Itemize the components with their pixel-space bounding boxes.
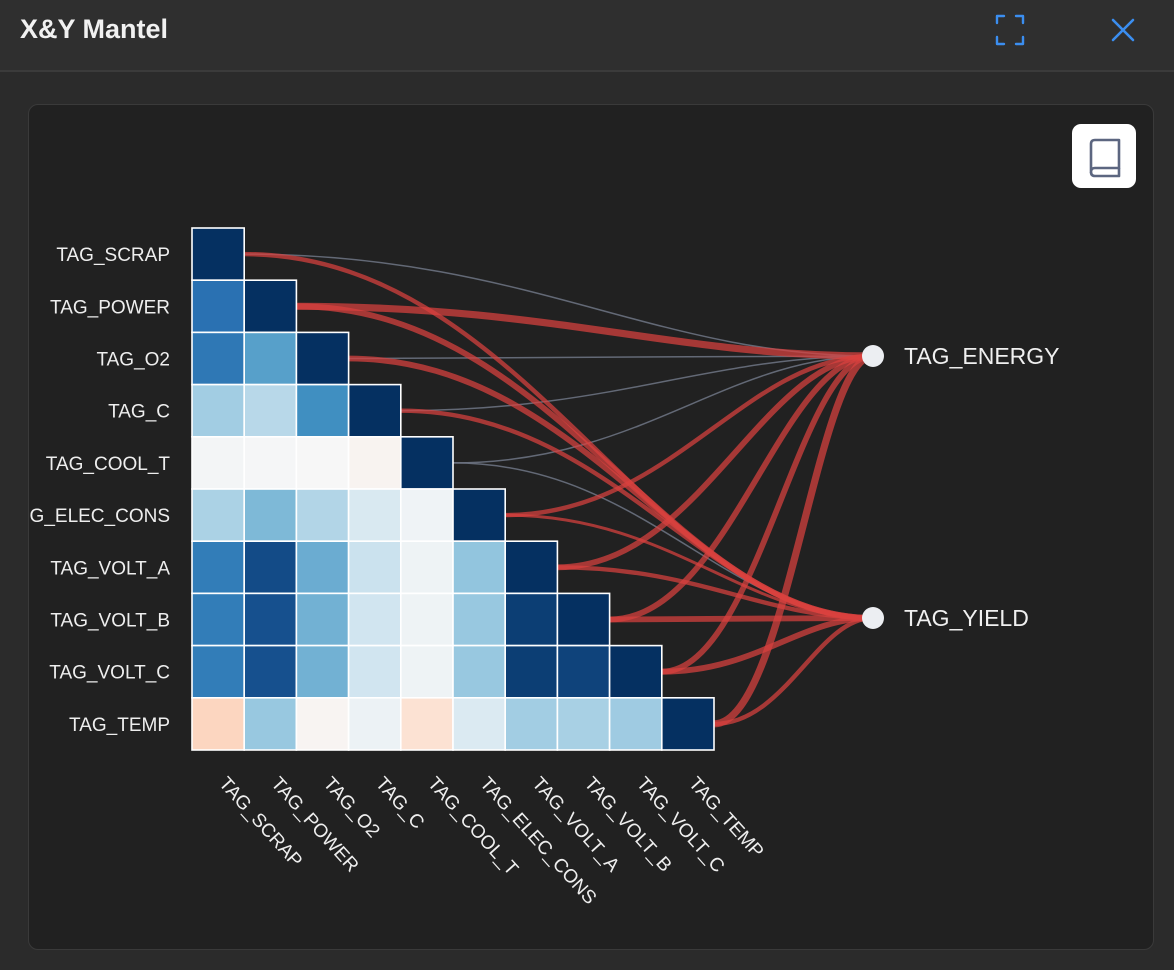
heatmap-cell-6-4[interactable] (399, 540, 454, 595)
heatmap-cell-9-6[interactable] (504, 696, 559, 751)
heatmap-cell-8-8[interactable] (608, 644, 663, 699)
row-label-5: G_ELEC_CONS (30, 506, 170, 527)
heatmap-cell-8-2[interactable] (295, 644, 350, 699)
expand-icon (995, 14, 1025, 46)
heatmap-cell-3-1[interactable] (243, 383, 298, 438)
heatmap-cell-8-1[interactable] (243, 644, 298, 699)
target-node-tag_energy[interactable] (862, 345, 884, 367)
heatmap-cell-6-1[interactable] (243, 540, 298, 595)
heatmap-cell-4-4[interactable] (399, 435, 454, 490)
mantel-link-tag_temp-tag_energy[interactable] (710, 352, 877, 728)
row-label-6: TAG_VOLT_A (50, 558, 170, 579)
heatmap-cell-7-3[interactable] (347, 592, 402, 647)
heatmap-cell-2-2[interactable] (295, 331, 350, 386)
heatmap-cell-4-2[interactable] (295, 435, 350, 490)
heatmap-cell-5-5[interactable] (452, 488, 507, 543)
target-label-tag_yield: TAG_YIELD (904, 605, 1029, 631)
heatmap-cell-7-0[interactable] (191, 592, 246, 647)
book-icon (1089, 138, 1121, 178)
heatmap-cell-4-3[interactable] (347, 435, 402, 490)
mantel-link-tag_elec_cons-tag_energy[interactable] (503, 353, 876, 518)
mantel-link-tag_c-tag_yield[interactable] (398, 408, 876, 621)
heatmap-cell-7-2[interactable] (295, 592, 350, 647)
heatmap-cell-3-2[interactable] (295, 383, 350, 438)
heatmap-cell-8-0[interactable] (191, 644, 246, 699)
heatmap-cell-6-3[interactable] (347, 540, 402, 595)
heatmap-cell-3-3[interactable] (347, 383, 402, 438)
heatmap-cell-4-0[interactable] (191, 435, 246, 490)
heatmap-cell-8-7[interactable] (556, 644, 611, 699)
close-icon (1111, 18, 1135, 42)
mantel-link-tag_volt_b-tag_energy[interactable] (606, 353, 876, 623)
heatmap-cell-1-1[interactable] (243, 279, 298, 334)
heatmap-cell-9-3[interactable] (347, 696, 402, 751)
heatmap-cell-8-6[interactable] (504, 644, 559, 699)
heatmap-cell-9-5[interactable] (452, 696, 507, 751)
heatmap-cell-9-4[interactable] (399, 696, 454, 751)
heatmap-cell-5-4[interactable] (399, 488, 454, 543)
heatmap-cell-7-4[interactable] (399, 592, 454, 647)
heatmap-cell-9-9[interactable] (660, 696, 715, 751)
heatmap-cell-5-0[interactable] (191, 488, 246, 543)
mantel-link-tag_temp-tag_yield[interactable] (711, 615, 876, 727)
heatmap-cell-6-2[interactable] (295, 540, 350, 595)
mantel-link-tag_volt_a-tag_energy[interactable] (554, 353, 876, 571)
heatmap-cell-9-2[interactable] (295, 696, 350, 751)
heatmap-cell-9-7[interactable] (556, 696, 611, 751)
heatmap-cell-4-1[interactable] (243, 435, 298, 490)
row-label-1: TAG_POWER (50, 297, 170, 318)
target-node-tag_yield[interactable] (862, 607, 884, 629)
mantel-link-tag_power-tag_energy[interactable] (292, 302, 877, 360)
heatmap-cell-8-5[interactable] (452, 644, 507, 699)
row-label-7: TAG_VOLT_B (50, 611, 170, 632)
window-title: X&Y Mantel (20, 14, 169, 44)
mantel-link-tag_volt_c-tag_yield[interactable] (658, 615, 876, 675)
heatmap-cell-7-1[interactable] (243, 592, 298, 647)
heatmap-cell-6-0[interactable] (191, 540, 246, 595)
mantel-link-tag_volt_b-tag_yield[interactable] (606, 615, 876, 623)
heatmap-cell-1-0[interactable] (191, 279, 246, 334)
heatmap-cell-6-6[interactable] (504, 540, 559, 595)
heatmap-cell-5-2[interactable] (295, 488, 350, 543)
mantel-link-tag_cool_t-tag_energy[interactable] (452, 355, 874, 464)
heatmap-cell-7-6[interactable] (504, 592, 559, 647)
target-label-tag_energy: TAG_ENERGY (904, 343, 1060, 369)
heatmap-cell-2-1[interactable] (243, 331, 298, 386)
window-titlebar: X&Y Mantel (0, 0, 1174, 72)
heatmap-cell-7-7[interactable] (556, 592, 611, 647)
row-label-8: TAG_VOLT_C (49, 663, 170, 684)
heatmap-cell-2-0[interactable] (191, 331, 246, 386)
column-label-4: TAG_COOL_T (423, 773, 522, 880)
row-label-3: TAG_C (108, 402, 170, 423)
heatmap-cell-7-5[interactable] (452, 592, 507, 647)
heatmap-cell-6-5[interactable] (452, 540, 507, 595)
mantel-link-tag_volt_c-tag_energy[interactable] (658, 353, 876, 675)
row-label-2: TAG_O2 (96, 350, 170, 371)
links-layer (242, 251, 877, 728)
row-label-0: TAG_SCRAP (56, 245, 170, 266)
heatmap-cells (191, 227, 715, 751)
heatmap-cell-9-0[interactable] (191, 696, 246, 751)
row-label-4: TAG_COOL_T (46, 454, 171, 475)
heatmap-cell-0-0[interactable] (191, 227, 246, 282)
heatmap-cell-3-0[interactable] (191, 383, 246, 438)
heatmap-cell-8-3[interactable] (347, 644, 402, 699)
heatmap-cell-9-1[interactable] (243, 696, 298, 751)
row-label-9: TAG_TEMP (69, 715, 170, 736)
mantel-link-tag_c-tag_energy[interactable] (400, 355, 874, 412)
heatmap-cell-5-3[interactable] (347, 488, 402, 543)
heatmap-cell-8-4[interactable] (399, 644, 454, 699)
heatmap-cell-5-1[interactable] (243, 488, 298, 543)
heatmap-cell-9-8[interactable] (608, 696, 663, 751)
legend-book-button[interactable] (1072, 124, 1136, 188)
target-nodes: TAG_ENERGY TAG_YIELD (862, 343, 1060, 631)
close-button[interactable] (1108, 14, 1138, 46)
expand-button[interactable] (995, 14, 1025, 46)
